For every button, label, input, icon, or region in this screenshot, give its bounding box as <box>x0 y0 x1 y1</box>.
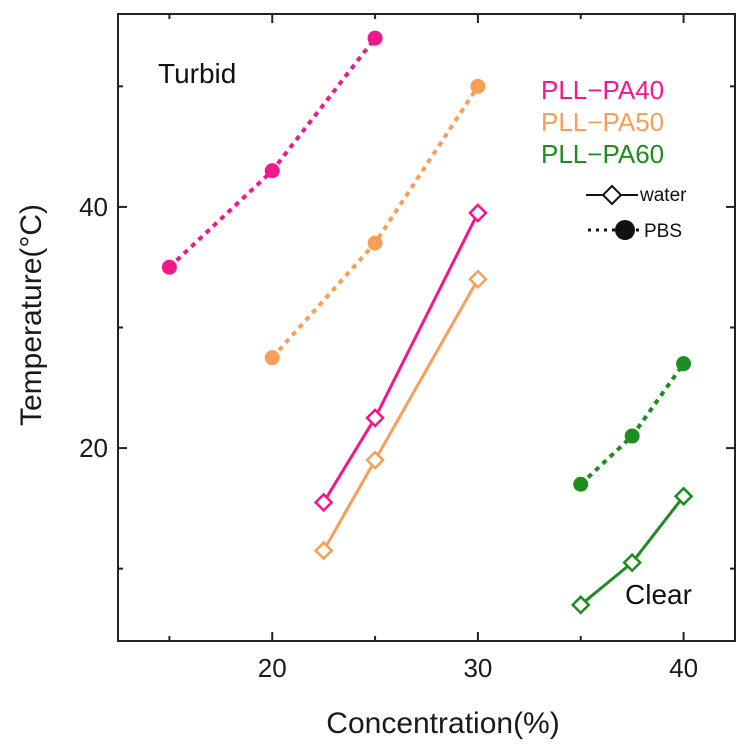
data-point <box>367 30 383 46</box>
data-point <box>624 428 640 444</box>
axis-ticks: 20 30 40 20 40 <box>79 14 735 683</box>
data-point <box>313 540 334 561</box>
series-pll-pa50-water <box>313 269 488 561</box>
data-point <box>161 259 177 275</box>
legend-label-pll-pa60: PLL−PA60 <box>541 139 664 169</box>
data-point <box>264 163 280 179</box>
legend-water-label: water <box>639 185 687 206</box>
series-pll-pa40-water <box>313 203 488 513</box>
series-line <box>322 278 480 552</box>
series-pll-pa50-pbs <box>264 78 486 366</box>
data-point <box>264 350 280 366</box>
data-point <box>468 269 488 290</box>
data-point <box>470 78 486 94</box>
y-tick-label: 40 <box>79 192 108 222</box>
x-axis-title: Concentration(%) <box>326 707 559 740</box>
series-pll-pa40-pbs <box>161 30 383 275</box>
data-point <box>365 450 385 470</box>
legend-pbs-label: PBS <box>644 221 682 242</box>
legend-label-pll-pa50: PLL−PA50 <box>541 107 664 137</box>
annotation-turbid: Turbid <box>158 58 236 89</box>
data-point <box>365 408 385 428</box>
data-point <box>673 486 694 507</box>
series-line <box>322 212 480 504</box>
y-axis-title: Temperature(°C) <box>15 204 48 426</box>
data-point <box>573 476 589 492</box>
x-tick-label: 20 <box>258 653 287 683</box>
legend-water-marker <box>601 184 623 206</box>
x-tick-label: 30 <box>463 653 492 683</box>
series-layer <box>161 30 694 615</box>
data-point <box>570 595 591 615</box>
data-point <box>367 235 383 251</box>
data-point <box>622 552 642 573</box>
legend-label-pll-pa40: PLL−PA40 <box>541 75 664 105</box>
series-line <box>579 362 686 486</box>
series-pll-pa60-water <box>570 486 694 615</box>
annotation-clear: Clear <box>625 579 692 610</box>
legend: PLL−PA40 PLL−PA50 PLL−PA60 water PBS <box>541 75 687 242</box>
series-line <box>270 85 480 359</box>
y-tick-label: 20 <box>79 433 108 463</box>
data-point <box>313 492 334 513</box>
series-pll-pa60-pbs <box>573 356 692 492</box>
data-point <box>468 203 488 223</box>
data-point <box>676 356 692 372</box>
legend-pbs-marker <box>615 220 635 240</box>
x-tick-label: 40 <box>669 653 698 683</box>
